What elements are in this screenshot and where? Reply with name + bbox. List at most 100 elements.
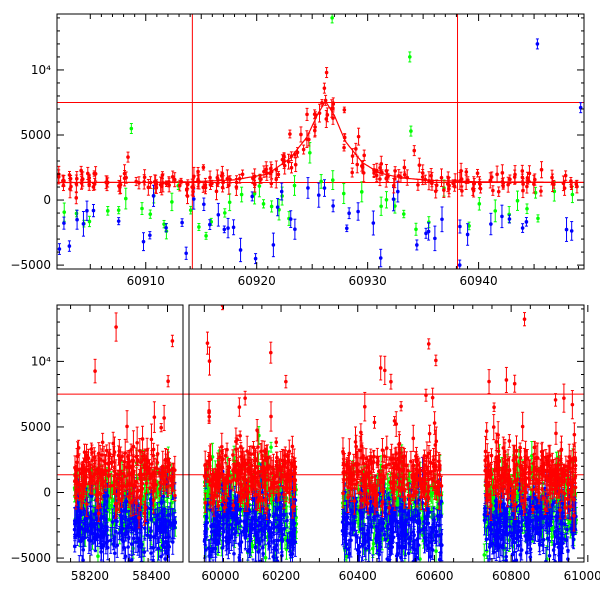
- top-point-red: [118, 175, 123, 194]
- bottom-point-red: [170, 334, 175, 348]
- top-point-red: [495, 165, 499, 184]
- bottom-point-blue: [112, 536, 117, 562]
- top-point-red: [154, 179, 159, 190]
- top-point-green: [287, 211, 291, 226]
- bottom-xtick-label: 61000: [564, 569, 600, 583]
- top-point-green: [477, 197, 482, 211]
- top-point-red: [299, 126, 303, 143]
- bottom-ytick-label: 5000: [20, 420, 51, 434]
- top-xtick-label: 60920: [238, 274, 276, 288]
- top-point-red: [496, 186, 501, 197]
- bottom-point-blue: [548, 578, 552, 587]
- top-point-blue: [426, 222, 431, 241]
- bottom-point-red: [284, 374, 288, 389]
- bottom-point-red: [492, 402, 496, 412]
- bottom-point-red: [504, 366, 509, 393]
- top-point-red: [433, 184, 438, 199]
- bottom-point-red: [570, 390, 575, 420]
- top-outlier-green: [129, 122, 134, 134]
- bottom-ytick-label: −5000: [10, 551, 51, 565]
- top-point-red: [262, 165, 266, 178]
- bottom-point-blue: [103, 503, 107, 518]
- top-point-red: [354, 142, 358, 155]
- top-point-green: [116, 206, 121, 215]
- top-point-blue: [371, 210, 376, 236]
- bottom-point-red: [426, 338, 431, 350]
- top-point-red: [342, 143, 346, 152]
- bottom-point-blue: [251, 558, 255, 562]
- top-ytick-label: −5000: [10, 258, 51, 272]
- bottom-point-red: [512, 374, 517, 393]
- bottom-point-blue: [148, 526, 153, 536]
- top-point-green: [341, 183, 346, 205]
- top-point-red: [172, 172, 177, 188]
- top-point-green: [359, 181, 364, 203]
- top-point-red: [539, 185, 543, 197]
- bottom-point-blue: [566, 551, 570, 562]
- top-point-red: [301, 144, 306, 155]
- bottom-point-blue: [123, 558, 127, 562]
- bottom-point-blue: [82, 509, 87, 539]
- bottom-point-red: [238, 430, 242, 441]
- top-point-red: [269, 179, 274, 188]
- top-point-green: [536, 214, 540, 223]
- top-point-blue: [524, 217, 529, 227]
- top-point-red: [160, 177, 164, 196]
- top-point-blue: [57, 243, 62, 255]
- top-point-blue: [62, 216, 66, 230]
- bottom-point-blue: [117, 525, 122, 541]
- top-xtick-label: 60930: [349, 274, 387, 288]
- bottom-point-blue: [166, 537, 171, 556]
- top-point-green: [292, 175, 297, 196]
- top-point-red: [391, 177, 396, 194]
- bottom-point-red: [159, 423, 163, 433]
- top-point-red: [521, 183, 525, 199]
- bottom-point-blue: [380, 551, 384, 562]
- bottom-point-green: [96, 545, 100, 562]
- top-point-blue: [164, 223, 168, 233]
- top-point-blue: [356, 202, 360, 221]
- bottom-point-blue: [122, 564, 126, 587]
- top-point-blue: [293, 218, 297, 240]
- top-point-red: [478, 183, 483, 194]
- top-panel: 60910 60920 60930 60940 −5000 0 5000 10⁴: [10, 13, 585, 288]
- top-point-red: [122, 170, 127, 187]
- top-point-green: [330, 170, 335, 190]
- top-point-red: [417, 157, 422, 173]
- bottom-point-blue: [163, 510, 167, 534]
- top-point-blue: [148, 231, 152, 240]
- top-point-blue: [250, 191, 255, 202]
- top-point-blue: [231, 219, 236, 236]
- bottom-xtick-label: 58400: [132, 569, 170, 583]
- top-point-blue: [141, 232, 146, 252]
- top-point-red: [289, 162, 294, 174]
- top-point-green: [515, 190, 520, 211]
- top-point-blue: [396, 180, 400, 203]
- top-outlier-blue: [535, 38, 540, 50]
- bottom-point-blue: [159, 512, 163, 534]
- top-point-blue: [564, 217, 569, 242]
- bottom-point-red: [378, 355, 383, 381]
- bottom-point-blue: [531, 571, 535, 588]
- bottom-point-blue: [115, 532, 120, 558]
- bottom-point-blue: [142, 547, 147, 557]
- top-point-green: [197, 222, 201, 231]
- top-point-red: [416, 178, 420, 191]
- top-point-red: [506, 176, 510, 193]
- bottom-point-red: [553, 393, 558, 407]
- top-point-green: [227, 193, 232, 212]
- top-point-green: [140, 202, 144, 216]
- bottom-xtick-label: 60000: [201, 569, 239, 583]
- bottom-point-blue: [119, 505, 124, 530]
- top-point-green: [148, 209, 153, 219]
- bottom-ytick-label: 0: [43, 486, 51, 500]
- top-point-blue: [458, 219, 462, 234]
- bottom-point-red: [274, 437, 279, 447]
- top-point-blue: [433, 225, 437, 252]
- top-point-red: [362, 149, 366, 162]
- top-outlier-blue: [578, 102, 583, 114]
- bottom-point-blue: [172, 512, 176, 540]
- top-point-red: [252, 168, 257, 185]
- top-point-red: [305, 107, 309, 121]
- bottom-point-red: [411, 424, 416, 452]
